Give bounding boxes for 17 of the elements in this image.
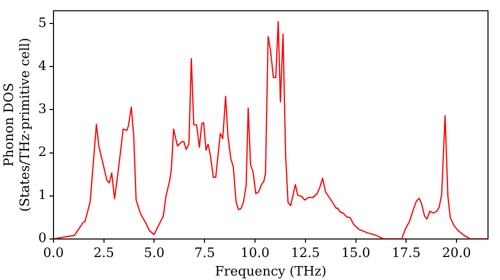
x-tick-label: 10.0 [240,246,270,261]
y-tick-label: 5 [38,16,46,32]
x-tick-label: 20.0 [442,246,472,261]
x-tick-label: 15.0 [341,246,370,261]
x-tick-label: 12.5 [290,246,320,261]
x-tick-label: 5.0 [144,246,165,261]
x-tick-label: 7.5 [194,246,215,261]
x-tick-label: 2.5 [94,246,114,261]
y-axis-title: Phonon DOS (States/THz·primitive cell) [2,38,33,212]
y-tick-label: 0 [38,231,46,246]
y-tick-label: 3 [38,102,46,118]
y-tick-label: 1 [38,188,46,204]
x-axis-title: Frequency (THz) [215,264,326,280]
y-tick-label: 4 [38,59,46,74]
x-tick-label: 0.0 [43,246,64,261]
y-tick-label: 2 [38,145,46,160]
x-tick-label: 17.5 [392,246,421,261]
